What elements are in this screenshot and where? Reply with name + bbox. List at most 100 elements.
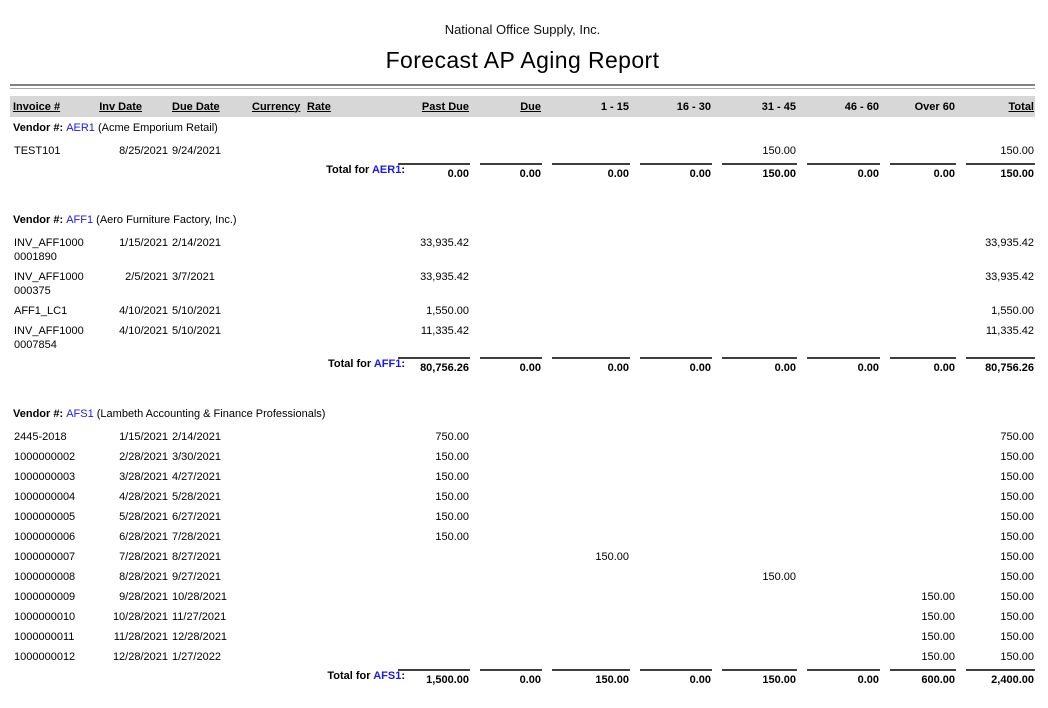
vendor-total-row: Total for AFF1: 80,756.26 0.00 0.00 0.00 0.00… [10,355,1035,377]
currency-cell [252,233,307,267]
amount-cell-over_60 [880,267,956,301]
total-amount-value: 0.00 [480,669,542,687]
invoice-number-line1: INV_AFF1000 [14,325,84,337]
amount-cell-d31_45 [712,233,797,267]
inv-date-cell: 3/28/2021 [119,471,168,483]
amount-cell-over_60 [880,527,956,547]
amount-cell-d16_30 [630,141,712,161]
currency-cell [252,141,307,161]
amount-cell-due [470,547,542,567]
amount-cell-d16_30 [630,321,712,355]
invoice-number-line1: AFF1_LC1 [14,305,68,317]
amount-cell-past_due [355,647,470,667]
invoice-number-cell: 1000000006 [10,527,86,547]
invoice-number-line2: 000375 [14,285,51,297]
total-vendor-code-link[interactable]: AER1 [371,164,402,176]
total-colon: : [401,670,405,682]
amount-cell-total: 150.00 [1000,511,1034,523]
due-date-cell: 2/14/2021 [172,237,221,249]
invoice-row: 1000000011 11/28/2021 12/28/2021 150.00 150.… [10,627,1035,647]
amount-cell-total: 150.00 [1000,491,1034,503]
amount-cell-d31_45: 150.00 [762,145,796,157]
amount-cell-over_60 [880,233,956,267]
invoice-number-cell: 1000000009 [10,587,86,607]
total-amount-value: 0.00 [480,357,542,375]
invoice-number-cell: 1000000012 [10,647,86,667]
amount-cell-over_60 [880,547,956,567]
amount-cell-over_60 [880,447,956,467]
amount-cell-d31_45 [712,627,797,647]
amount-cell-d1_15 [542,507,630,527]
currency-cell [252,567,307,587]
section-gap [10,377,1035,403]
amount-cell-d16_30 [630,567,712,587]
total-amount-cell-over_60: 0.00 [880,161,956,183]
due-date-cell: 4/27/2021 [172,471,221,483]
total-colon: : [401,358,405,370]
col-header-inv-date: Inv Date [99,100,142,113]
total-amount-cell-d46_60: 0.00 [797,667,880,689]
amount-cell-d16_30 [630,587,712,607]
invoice-number-cell: 1000000002 [10,447,86,467]
currency-cell [252,647,307,667]
amount-cell-d16_30 [630,447,712,467]
currency-cell [252,467,307,487]
due-date-cell: 5/10/2021 [172,305,221,317]
vendor-total-label: Total for AFS1: [60,667,405,689]
vendor-number-label: Vendor #: [13,122,67,134]
inv-date-cell: 5/28/2021 [119,511,168,523]
invoice-number-cell: 1000000011 [10,627,86,647]
vendor-code-link[interactable]: AFF1 [66,214,94,226]
vendor-total-row: Total for AER1: 0.00 0.00 0.00 0.00 150.00 0.0… [10,161,1035,183]
amount-cell-d1_15 [542,233,630,267]
amount-cell-total: 150.00 [1000,571,1034,583]
rate-cell [307,427,355,447]
total-for-text: Total for [326,164,372,176]
inv-date-cell: 6/28/2021 [119,531,168,543]
amount-cell-due [470,233,542,267]
amount-cell-d16_30 [630,647,712,667]
amount-cell-d46_60 [797,233,880,267]
col-header-due: Due [520,100,541,113]
invoice-number-cell: 1000000004 [10,487,86,507]
amount-cell-d46_60 [797,527,880,547]
total-amount-value: 0.00 [807,357,880,375]
amount-cell-due [470,467,542,487]
amount-cell-past_due [355,627,470,647]
amount-cell-due [470,647,542,667]
amount-cell-due [470,141,542,161]
invoice-row: 1000000010 10/28/2021 11/27/2021 150.00 150.… [10,607,1035,627]
invoice-number-line1: 1000000007 [14,551,76,563]
inv-date-cell: 2/28/2021 [119,451,168,463]
company-name: National Office Supply, Inc. [444,22,601,37]
due-date-cell: 6/27/2021 [172,511,221,523]
amount-cell-d46_60 [797,547,880,567]
rate-cell [307,467,355,487]
amount-cell-total: 11,335.42 [985,325,1034,337]
vendor-header-row: Vendor #: AER1 (Acme Emporium Retail) [10,117,1035,141]
total-amount-value: 80,756.26 [398,357,470,375]
total-vendor-code-link[interactable]: AFS1 [373,670,402,682]
amount-cell-d31_45 [712,447,797,467]
amount-cell-d16_30 [630,627,712,647]
total-amount-value: 150.00 [552,669,630,687]
due-date-cell: 3/30/2021 [172,451,221,463]
invoice-row: 1000000006 6/28/2021 7/28/2021 150.00 150.00 [10,527,1035,547]
total-amount-value: 1,500.00 [398,669,470,687]
total-amount-value: 0.00 [640,163,712,181]
invoice-number-line2: 0007854 [14,339,57,351]
amount-cell-d31_45 [712,267,797,301]
amount-cell-d31_45 [712,487,797,507]
total-amount-cell-past_due: 1,500.00 [355,667,470,689]
vendor-name: (Aero Furniture Factory, Inc.) [93,214,237,226]
vendor-code-link[interactable]: AFS1 [66,408,94,420]
col-header-1-15: 1 - 15 [600,100,629,113]
rate-cell [307,647,355,667]
total-amount-cell-d31_45: 150.00 [712,161,797,183]
amount-cell-d31_45 [712,321,797,355]
invoice-row: INV_AFF1000 0007854 4/10/2021 5/10/2021 11,3… [10,321,1035,355]
vendor-code-link[interactable]: AER1 [66,122,95,134]
inv-date-cell: 10/28/2021 [112,611,168,623]
total-vendor-code-link[interactable]: AFF1 [373,358,402,370]
inv-date-cell: 4/10/2021 [119,325,168,337]
